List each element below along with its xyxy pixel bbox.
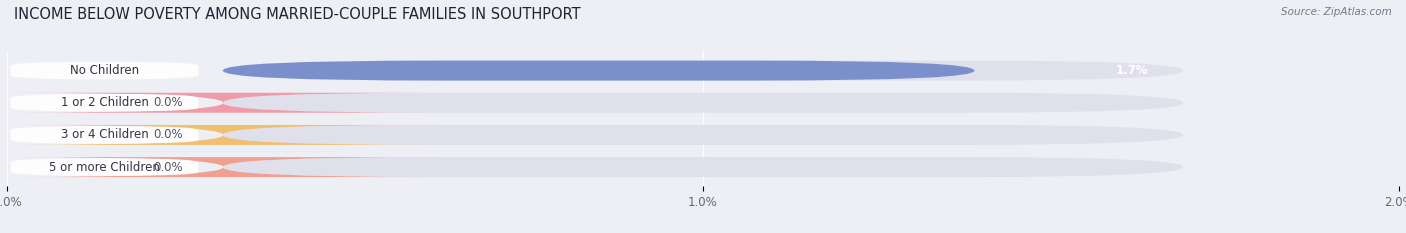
FancyBboxPatch shape	[7, 93, 439, 113]
Text: 0.0%: 0.0%	[153, 128, 183, 141]
FancyBboxPatch shape	[222, 125, 1184, 145]
Text: Source: ZipAtlas.com: Source: ZipAtlas.com	[1281, 7, 1392, 17]
Text: 1 or 2 Children: 1 or 2 Children	[60, 96, 149, 109]
FancyBboxPatch shape	[222, 61, 1184, 81]
FancyBboxPatch shape	[222, 61, 974, 81]
FancyBboxPatch shape	[10, 94, 198, 111]
FancyBboxPatch shape	[222, 93, 1184, 113]
FancyBboxPatch shape	[10, 158, 198, 176]
Text: No Children: No Children	[70, 64, 139, 77]
FancyBboxPatch shape	[7, 125, 439, 145]
Text: 0.0%: 0.0%	[153, 96, 183, 109]
Text: 0.0%: 0.0%	[153, 161, 183, 174]
FancyBboxPatch shape	[222, 157, 1184, 177]
Text: 1.7%: 1.7%	[1116, 64, 1149, 77]
Text: 3 or 4 Children: 3 or 4 Children	[60, 128, 149, 141]
FancyBboxPatch shape	[10, 62, 198, 79]
FancyBboxPatch shape	[7, 157, 439, 177]
Text: 5 or more Children: 5 or more Children	[49, 161, 160, 174]
Text: INCOME BELOW POVERTY AMONG MARRIED-COUPLE FAMILIES IN SOUTHPORT: INCOME BELOW POVERTY AMONG MARRIED-COUPL…	[14, 7, 581, 22]
FancyBboxPatch shape	[10, 126, 198, 144]
